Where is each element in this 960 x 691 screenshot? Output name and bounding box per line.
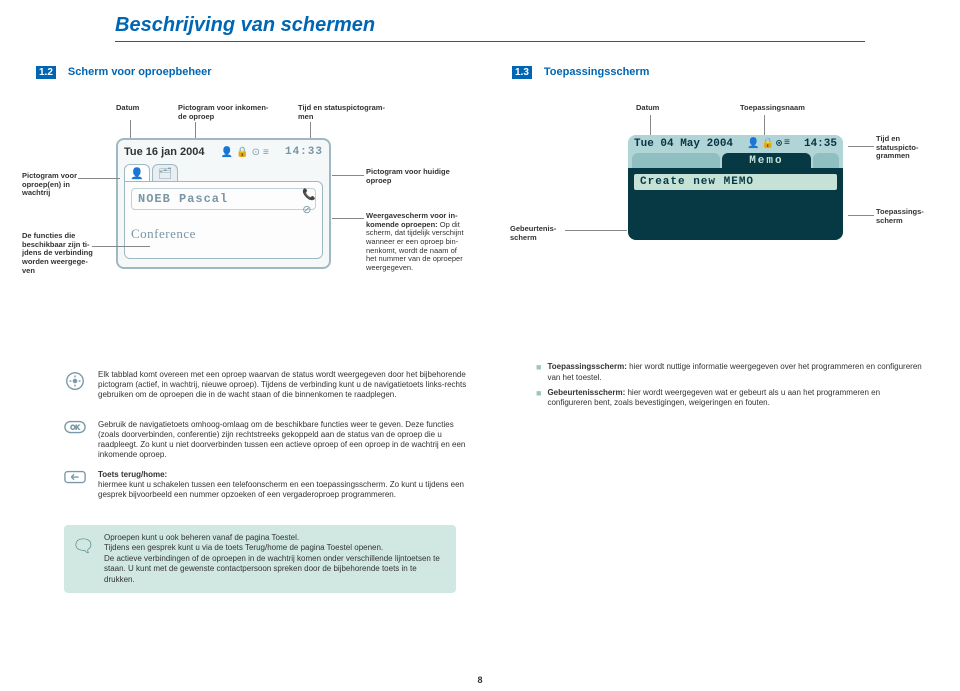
- callout-toepassingsnaam: Toepassingsnaam: [740, 104, 805, 113]
- section-heading-left: 1.2 Scherm voor oproepbeheer: [36, 66, 212, 79]
- lock-icon: 🔒: [236, 147, 248, 158]
- phone1-tab[interactable]: 🗂: [152, 164, 178, 182]
- callout-weergave-body: Op dit scherm, dat tijdelijk verschijnt …: [366, 220, 464, 272]
- callout-wachtrij: Pictogram voor oproep(en) in wachtrij: [22, 172, 77, 198]
- bullet-square-icon: ■: [536, 389, 541, 410]
- help-text: Gebruik de navigatietoets omhoog-omlaag …: [98, 420, 468, 460]
- callout-tijd-status-right: Tijd en statuspicto- grammen: [876, 135, 919, 161]
- speech-icon: 🗨: [72, 535, 95, 558]
- phone2-date: Tue 04 May 2004: [634, 138, 733, 150]
- callout-toepassingsscherm: Toepassings- scherm: [876, 208, 924, 225]
- section-title-text: Scherm voor oproepbeheer: [68, 66, 212, 78]
- phone1-caller-name: NOEB Pascal: [131, 188, 316, 210]
- callout-picto-inkomend: Pictogram voor inkomen- de oproep: [178, 104, 268, 121]
- lock-icon: 🔒: [761, 138, 773, 150]
- leader-line: [650, 115, 651, 137]
- leader-line: [332, 218, 364, 219]
- phone1-corner-icons: 📞 ⊘: [302, 188, 316, 216]
- leader-line: [848, 146, 874, 147]
- ring-icon: ⊙: [252, 147, 260, 158]
- help-subtitle: Toets terug/home:: [98, 470, 167, 479]
- callout-picto-huidige: Pictogram voor huidige oproep: [366, 168, 450, 185]
- callout-functies: De functies die beschikbaar zijn ti- jde…: [22, 232, 93, 275]
- block-icon: ⊘: [302, 203, 316, 216]
- page-title: Beschrijving van schermen: [115, 14, 865, 42]
- page-number: 8: [477, 675, 482, 685]
- phone2-header: Tue 04 May 2004 👤 🔒 ⊙ ≡ 14:35: [628, 135, 843, 153]
- callout-datum-left: Datum: [116, 104, 139, 113]
- help-text: Elk tabblad komt overeen met een oproep …: [98, 370, 468, 400]
- help-row-back: Toets terug/home: hiermee kunt u schakel…: [64, 470, 468, 500]
- phone1-time: 14:33: [285, 146, 323, 158]
- bullet-item: ■ Toepassingsscherm: hier wordt nuttige …: [536, 362, 926, 384]
- phone1-date: Tue 16 jan 2004: [124, 146, 205, 158]
- note-text: Oproepen kunt u ook beheren vanaf de pag…: [104, 533, 440, 584]
- phone2-create-memo[interactable]: Create new MEMO: [634, 174, 837, 190]
- callout-gebeurtenis: Gebeurtenis- scherm: [510, 225, 556, 242]
- note-box: 🗨 Oproepen kunt u ook beheren vanaf de p…: [64, 525, 456, 593]
- help-row-tabs: Elk tabblad komt overeen met een oproep …: [64, 370, 468, 400]
- phone1-conference: Conference: [131, 226, 316, 242]
- phone2-tab[interactable]: [813, 153, 839, 168]
- person-icon: 👤: [747, 138, 759, 150]
- svg-text:OK: OK: [70, 425, 80, 432]
- help-body: hiermee kunt u schakelen tussen een tele…: [98, 480, 464, 499]
- phone2-header-icons: 👤 🔒 ⊙ ≡: [747, 138, 790, 150]
- phone1-body: 📞 ⊘ NOEB Pascal Conference: [124, 181, 323, 259]
- right-bullets: ■ Toepassingsscherm: hier wordt nuttige …: [536, 362, 926, 413]
- phone2-time: 14:35: [804, 138, 837, 150]
- phone1-tab-active[interactable]: 👤: [124, 164, 150, 182]
- phone1-header-icons: 👤 🔒 ⊙ ≡: [221, 147, 269, 158]
- callout-weergave: Weergavescherm voor in- komende oproepen…: [366, 212, 476, 272]
- nav-left-right-icon: [64, 370, 86, 392]
- leader-line: [848, 215, 874, 216]
- leader-line: [92, 246, 150, 247]
- bullet-square-icon: ■: [536, 363, 541, 384]
- phone1-tabs: 👤 🗂: [124, 164, 323, 182]
- ok-button-icon: OK: [64, 420, 86, 434]
- bullet-title: Toepassingsscherm:: [547, 362, 626, 371]
- section-heading-right: 1.3 Toepassingsscherm: [512, 66, 649, 79]
- bullet-title: Gebeurtenisscherm:: [547, 388, 625, 397]
- phone2-tabs: Memo: [628, 153, 843, 168]
- phone2-tab-active[interactable]: Memo: [722, 153, 810, 168]
- ring-icon: ⊙: [776, 138, 782, 150]
- phone2-body: ✎ Create new MEMO: [628, 168, 843, 240]
- leader-line: [332, 175, 364, 176]
- call-icon: 📞: [302, 188, 316, 201]
- bullet-item: ■ Gebeurtenisscherm: hier wordt weergege…: [536, 388, 926, 410]
- menu-icon: ≡: [263, 147, 269, 158]
- phone1-header: Tue 16 jan 2004 👤 🔒 ⊙ ≡ 14:33: [124, 144, 323, 164]
- section-number: 1.2: [36, 66, 56, 79]
- help-text: Toets terug/home: hiermee kunt u schakel…: [98, 470, 468, 500]
- phone-screen-call: Tue 16 jan 2004 👤 🔒 ⊙ ≡ 14:33 👤 🗂 📞 ⊘ NO…: [116, 138, 331, 269]
- help-row-updown: OK Gebruik de navigatietoets omhoog-omla…: [64, 420, 468, 460]
- back-home-icon: [64, 470, 86, 484]
- menu-icon: ≡: [784, 138, 790, 150]
- section-title-text: Toepassingsscherm: [544, 66, 650, 78]
- phone2-tab[interactable]: [632, 153, 720, 168]
- section-number: 1.3: [512, 66, 532, 79]
- callout-datum-right: Datum: [636, 104, 659, 113]
- callout-tijd-status: Tijd en statuspictogram- men: [298, 104, 385, 121]
- person-icon: 👤: [221, 147, 233, 158]
- leader-line: [78, 178, 120, 179]
- note-icon: ✎: [829, 171, 837, 186]
- leader-line: [565, 230, 627, 231]
- phone-screen-app: Tue 04 May 2004 👤 🔒 ⊙ ≡ 14:35 Memo ✎ Cre…: [628, 135, 843, 240]
